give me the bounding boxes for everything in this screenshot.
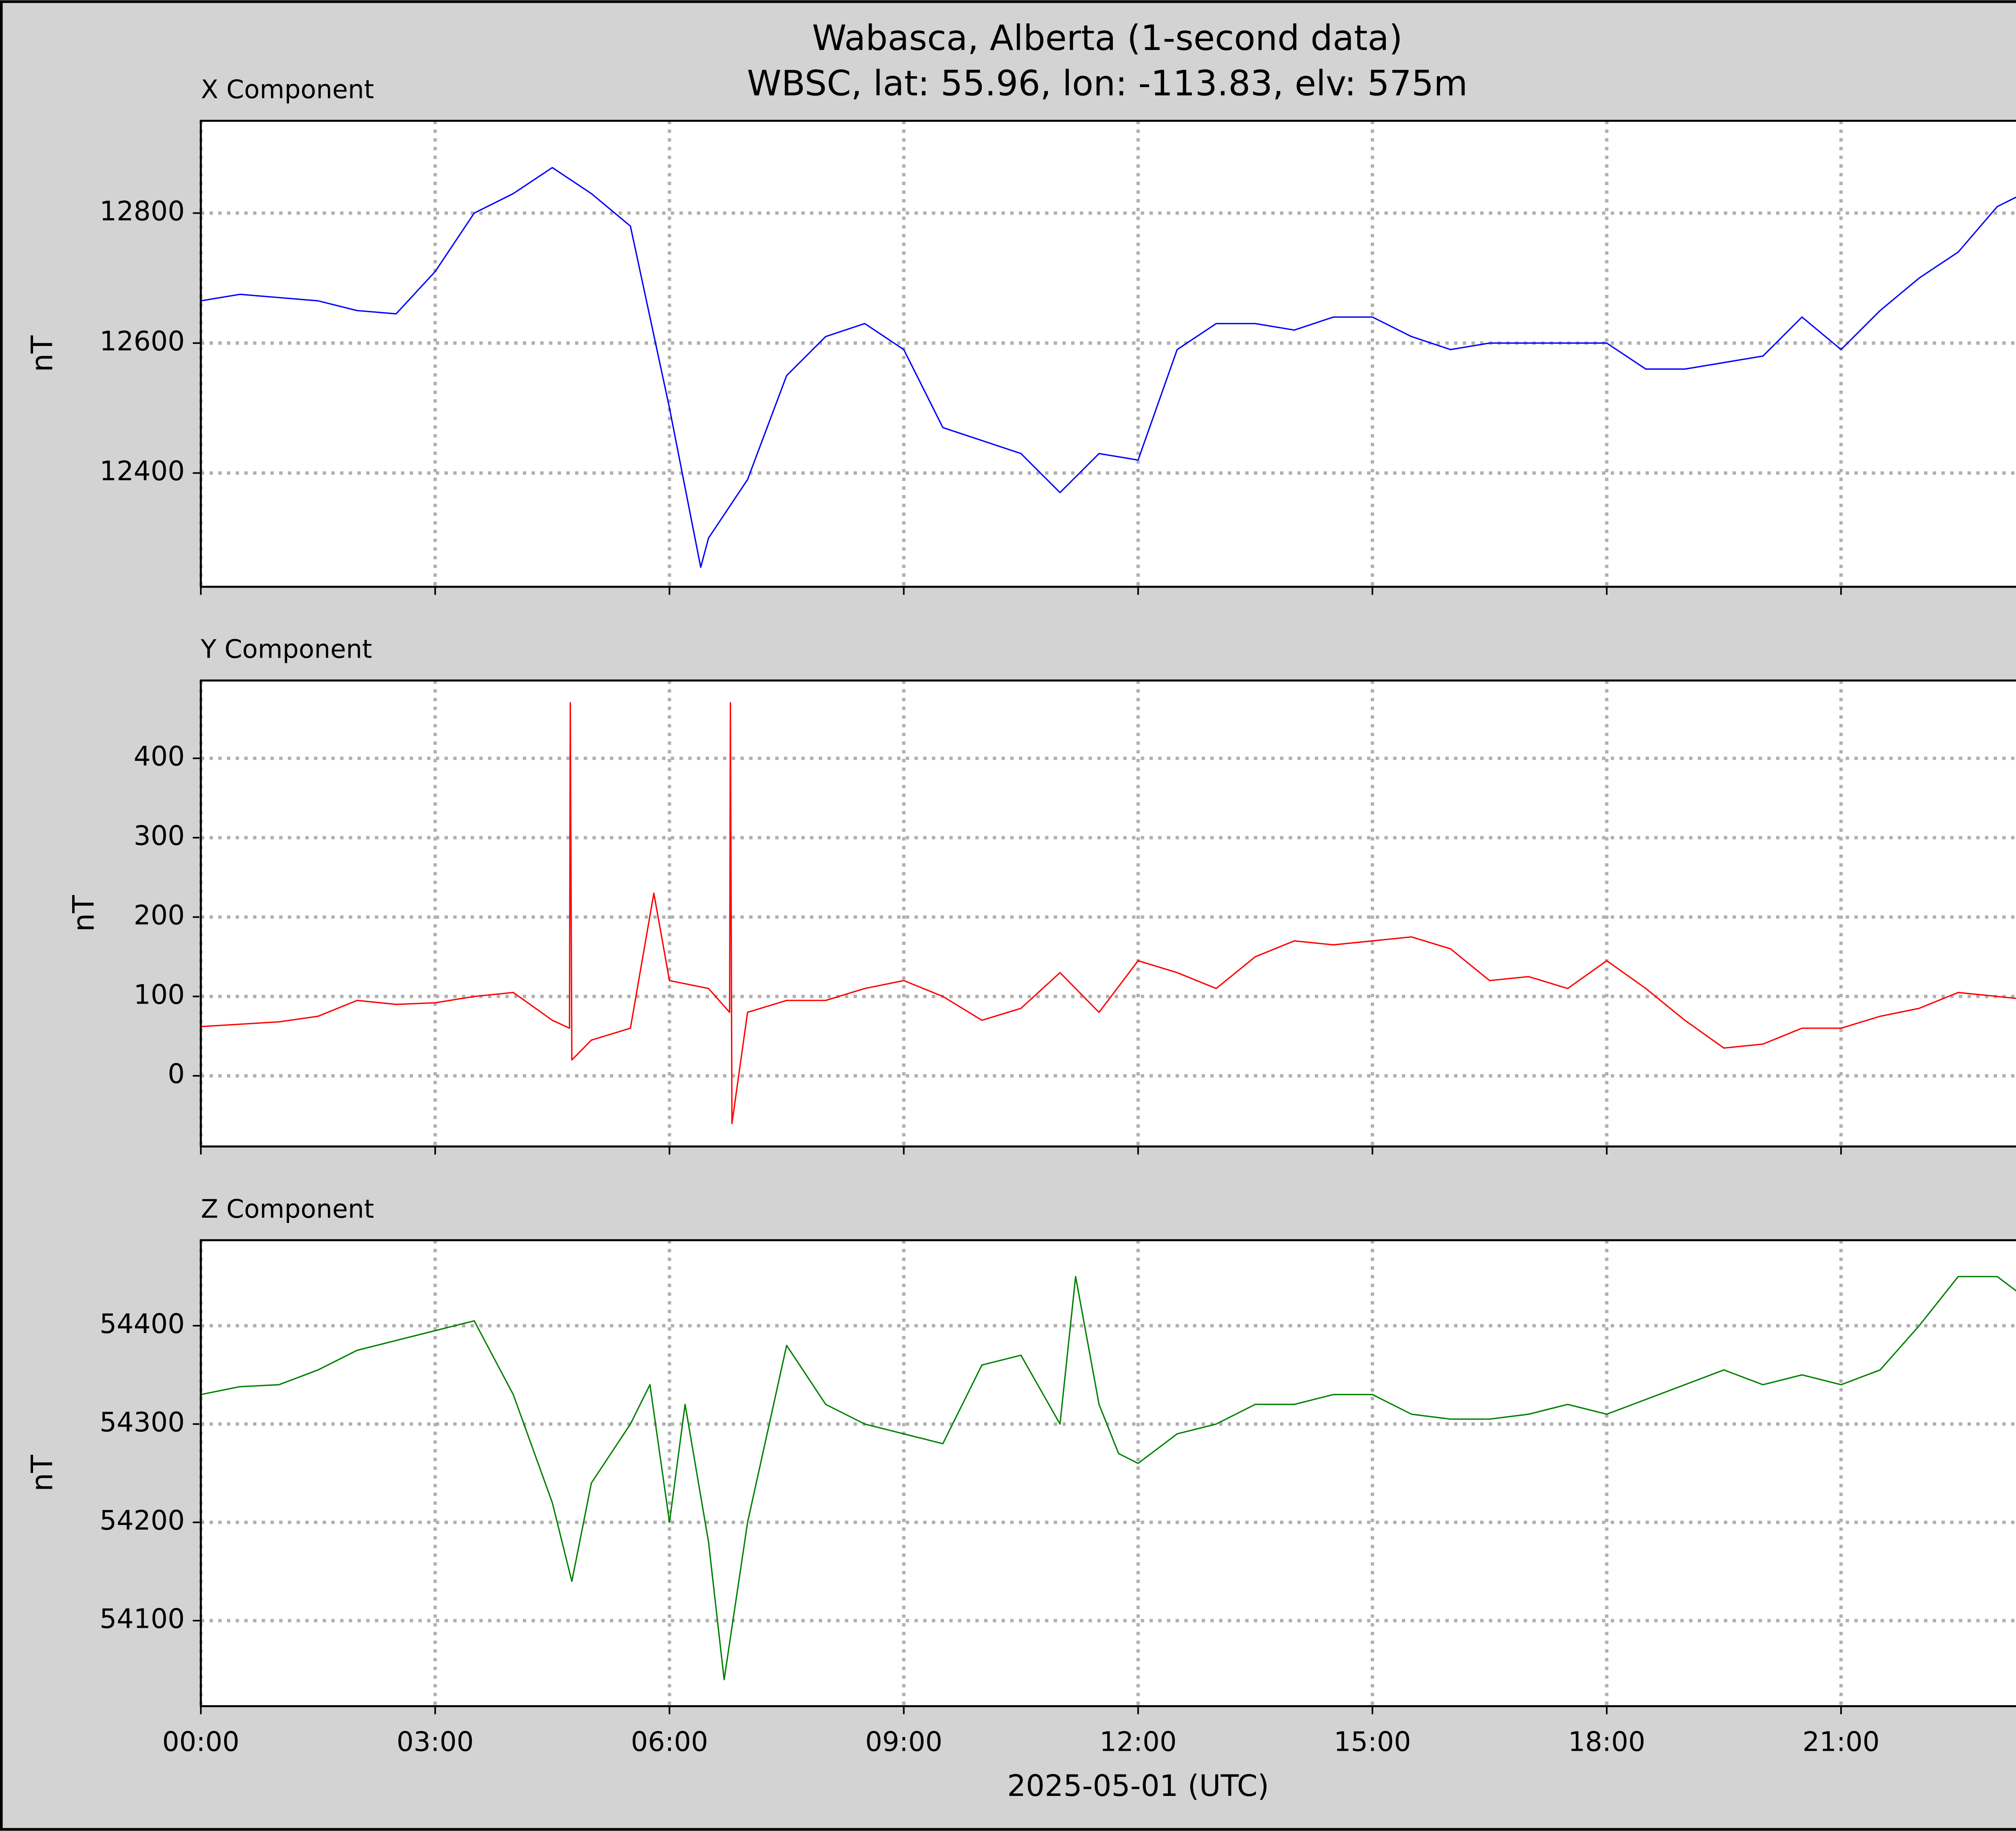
y-axis-label: nT [25, 335, 60, 372]
x-tick-label: 12:00 [1100, 1726, 1177, 1757]
y-tick-label: 12400 [100, 455, 185, 487]
panel-title: Y Component [200, 634, 372, 664]
x-tick-label: 15:00 [1334, 1726, 1411, 1757]
plot-frame [200, 679, 2016, 1148]
y-tick-label: 400 [134, 741, 185, 772]
panel-title: X Component [201, 75, 374, 104]
figure-title: Wabasca, Alberta (1-second data) [812, 18, 1403, 58]
data-line [201, 702, 2016, 1124]
y-axis-label: nT [67, 895, 101, 932]
plot-area [201, 1240, 2016, 1706]
x-axis-label: 2025-05-01 (UTC) [1007, 1769, 1269, 1803]
y-tick-label: 0 [168, 1058, 185, 1089]
plot-frame [200, 1239, 2016, 1707]
y-axis-label: nT [25, 1455, 60, 1491]
plot-area [201, 121, 2016, 587]
figure-subtitle: WBSC, lat: 55.96, lon: -113.83, elv: 575… [747, 64, 1468, 104]
panel-title: Z Component [201, 1194, 374, 1224]
x-tick-label: 00:00 [162, 1726, 239, 1757]
plot-frame [200, 120, 2016, 588]
y-tick-label: 12600 [100, 325, 185, 357]
y-tick-label: 54100 [100, 1603, 185, 1634]
x-tick-label: 21:00 [1802, 1726, 1879, 1757]
data-line [200, 1276, 2016, 1681]
y-tick-label: 12800 [100, 196, 185, 227]
data-line [200, 167, 2016, 568]
y-tick-label: 200 [134, 899, 185, 931]
x-tick-label: 09:00 [865, 1726, 942, 1757]
y-tick-label: 300 [134, 820, 185, 852]
x-tick-label: 18:00 [1568, 1726, 1645, 1757]
y-tick-label: 54400 [100, 1308, 185, 1339]
x-tick-label: 03:00 [397, 1726, 474, 1757]
y-tick-label: 54300 [100, 1406, 185, 1438]
y-tick-label: 100 [134, 979, 185, 1010]
x-tick-label: 06:00 [631, 1726, 708, 1757]
y-tick-label: 54200 [100, 1505, 185, 1536]
